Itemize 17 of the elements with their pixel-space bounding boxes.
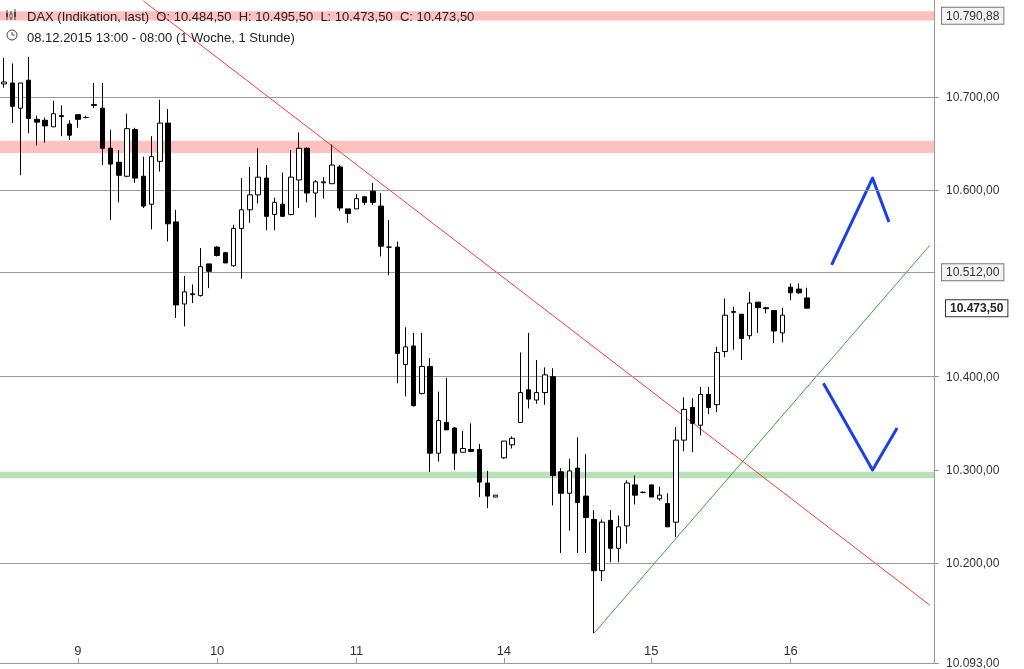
y-tick-label: 10.400,00 — [946, 369, 1000, 384]
text: 08.12.2015 13:00 - 08:00 (1 Woche, 1 Stunde) — [27, 30, 295, 45]
y-tick-label: 10.300,00 — [946, 462, 1000, 477]
x-tick-label: 10 — [209, 643, 225, 658]
text: 10.473,50 — [950, 301, 1004, 316]
x-tick-label: 9 — [74, 643, 82, 658]
y-tick-label: 10.200,00 — [946, 556, 1000, 571]
x-tick-label: 15 — [644, 643, 659, 658]
y-tick-label: 10.093,00 — [946, 656, 1000, 669]
x-tick-label: 11 — [349, 643, 364, 658]
y-tick-label: 10.600,00 — [946, 183, 1000, 198]
band-label: 10.790,88 — [946, 8, 1000, 23]
ref-line-label: 10.512,00 — [946, 265, 1000, 280]
x-tick-label: 16 — [783, 643, 798, 658]
y-tick-label: 10.700,00 — [946, 89, 1000, 104]
text: DAX (Indikation, last) O: 10.484,50 H: 10.495,50 L: 10.473,50 C: 10.473,50 — [27, 9, 475, 24]
x-tick-label: 14 — [496, 643, 512, 658]
